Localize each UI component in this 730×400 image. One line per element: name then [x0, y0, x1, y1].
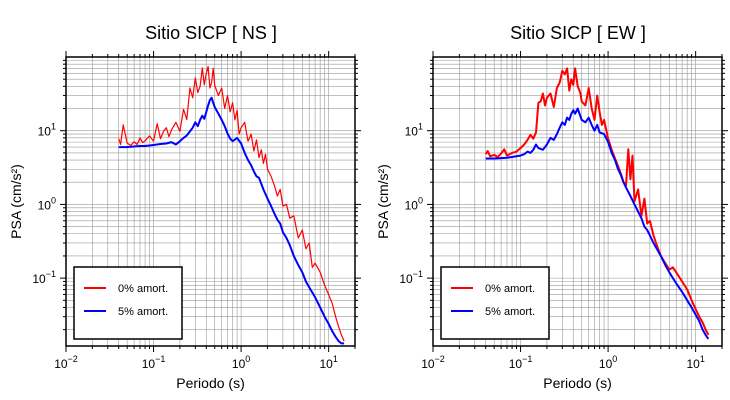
x-axis-label: Periodo (s) [176, 375, 244, 391]
y-tick-label: 100 [405, 195, 423, 212]
y-axis-label: PSA (cm/s²) [375, 164, 391, 239]
y-tick-label: 101 [405, 122, 423, 139]
legend-label: 5% amort. [118, 306, 168, 318]
x-tick-label: 101 [319, 354, 337, 371]
y-axis-label: PSA (cm/s²) [8, 164, 24, 239]
chart-panel-2: 10−2 10−1 100 101 10−1 100 101 Sitio SICP [ EW … [375, 23, 728, 391]
chart-title: Sitio SICP [ EW ] [510, 23, 646, 43]
legend-box [440, 266, 550, 340]
legend-box [73, 266, 183, 340]
y-tick-label: 10−1 [399, 269, 423, 286]
x-tick-label: 10−2 [421, 354, 445, 371]
series-line-damped [118, 96, 345, 345]
grid [65, 57, 356, 346]
x-tick-label: 100 [599, 354, 617, 371]
x-tick-label: 10−1 [509, 354, 533, 371]
legend-label: 5% amort. [485, 306, 535, 318]
plot-frame [65, 56, 356, 347]
x-tick-label: 100 [232, 354, 250, 371]
legend-label: 0% amort. [118, 283, 168, 295]
series-line-damped [485, 107, 710, 340]
series-group [484, 67, 710, 340]
plot-frame [432, 56, 723, 347]
y-tick-label: 10−1 [32, 269, 56, 286]
legend-label: 0% amort. [485, 283, 535, 295]
x-tick-label: 101 [686, 354, 704, 371]
legend: 0% amort. 5% amort. [440, 266, 550, 340]
y-tick-label: 100 [38, 195, 56, 212]
x-axis-label: Periodo (s) [543, 375, 611, 391]
series-line-undamped [118, 66, 345, 342]
tick-marks [60, 51, 361, 352]
chart-panel-1: 10−2 10−1 100 101 10−1 100 101 Sitio SICP [ NS … [8, 23, 361, 391]
series-group [118, 66, 345, 345]
x-tick-label: 10−1 [142, 354, 166, 371]
y-tick-label: 101 [38, 122, 56, 139]
legend: 0% amort. 5% amort. [73, 266, 183, 340]
chart-title: Sitio SICP [ NS ] [145, 23, 277, 43]
tick-marks [427, 51, 728, 352]
x-tick-label: 10−2 [54, 354, 78, 371]
